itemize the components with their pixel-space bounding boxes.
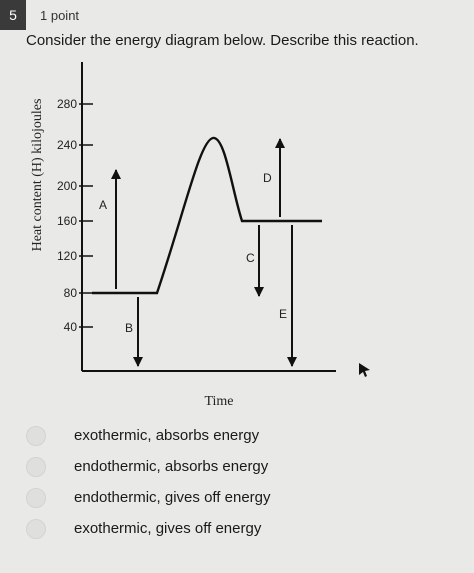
- answer-options: exothermic, absorbs energy endothermic, …: [20, 420, 271, 544]
- y-ticks: 280 240 200 160 120 80 40: [57, 97, 93, 334]
- arrow-label-c: C: [246, 251, 255, 265]
- option-label: endothermic, absorbs energy: [74, 458, 269, 475]
- energy-diagram: 280 240 200 160 120 80 40 Heat content (…: [30, 62, 336, 409]
- option-1[interactable]: exothermic, absorbs energy: [20, 420, 271, 451]
- radio-button[interactable]: [26, 487, 46, 508]
- y-axis-label: Heat content (H) kilojoules: [30, 99, 45, 252]
- option-label: endothermic, gives off energy: [74, 489, 271, 506]
- arrow-label-e: E: [279, 307, 287, 321]
- question-prompt: Consider the energy diagram below. Descr…: [26, 32, 419, 49]
- arrow-label-d: D: [263, 171, 272, 185]
- mouse-cursor-icon: [359, 363, 370, 377]
- option-label: exothermic, gives off energy: [74, 520, 262, 537]
- tick-label-160: 160: [57, 214, 77, 228]
- option-3[interactable]: endothermic, gives off energy: [20, 482, 271, 513]
- radio-button[interactable]: [26, 456, 46, 477]
- tick-label-240: 240: [57, 138, 77, 152]
- arrow-label-b: B: [125, 321, 133, 335]
- tick-label-120: 120: [57, 249, 77, 263]
- tick-label-40: 40: [64, 320, 78, 334]
- option-label: exothermic, absorbs energy: [74, 427, 260, 444]
- option-2[interactable]: endothermic, absorbs energy: [20, 451, 271, 482]
- question-number-badge: 5: [0, 0, 26, 30]
- radio-button[interactable]: [26, 518, 46, 539]
- tick-label-280: 280: [57, 97, 77, 111]
- energy-curve: [92, 136, 322, 295]
- option-4[interactable]: exothermic, gives off energy: [20, 513, 271, 544]
- radio-button[interactable]: [26, 425, 46, 446]
- tick-label-80: 80: [64, 286, 78, 300]
- arrow-label-a: A: [99, 198, 107, 212]
- x-axis-label: Time: [204, 394, 233, 409]
- points-label: 1 point: [40, 8, 80, 23]
- tick-label-200: 200: [57, 179, 77, 193]
